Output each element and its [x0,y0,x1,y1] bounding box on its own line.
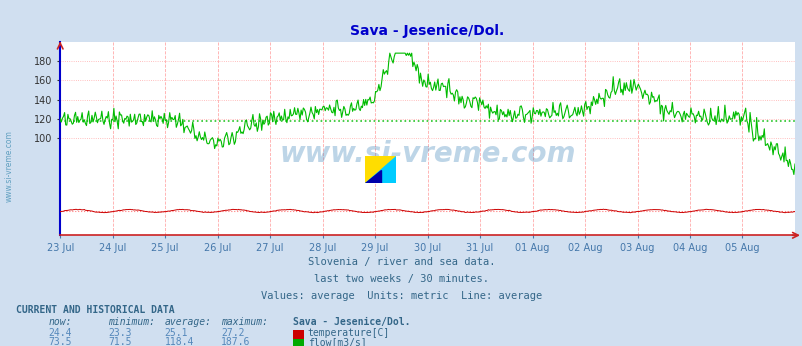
Text: 187.6: 187.6 [221,337,250,346]
Text: Slovenia / river and sea data.: Slovenia / river and sea data. [307,257,495,267]
Text: temperature[C]: temperature[C] [307,328,389,338]
Text: 73.5: 73.5 [48,337,71,346]
Text: now:: now: [48,317,71,327]
Text: flow[m3/s]: flow[m3/s] [307,337,366,346]
Text: 27.2: 27.2 [221,328,244,338]
Title: Sava - Jesenice/Dol.: Sava - Jesenice/Dol. [350,24,504,38]
Text: last two weeks / 30 minutes.: last two weeks / 30 minutes. [314,274,488,284]
Text: 23.3: 23.3 [108,328,132,338]
Text: 24.4: 24.4 [48,328,71,338]
Text: CURRENT AND HISTORICAL DATA: CURRENT AND HISTORICAL DATA [16,305,175,315]
Text: Sava - Jesenice/Dol.: Sava - Jesenice/Dol. [293,317,410,327]
Polygon shape [365,156,395,183]
Text: minimum:: minimum: [108,317,156,327]
Text: www.si-vreme.com: www.si-vreme.com [279,140,575,168]
Text: 25.1: 25.1 [164,328,188,338]
Text: 118.4: 118.4 [164,337,194,346]
Polygon shape [365,156,395,183]
Text: 71.5: 71.5 [108,337,132,346]
Polygon shape [365,170,380,183]
Text: Values: average  Units: metric  Line: average: Values: average Units: metric Line: aver… [261,291,541,301]
Text: average:: average: [164,317,212,327]
Text: www.si-vreme.com: www.si-vreme.com [5,130,14,202]
Text: maximum:: maximum: [221,317,268,327]
